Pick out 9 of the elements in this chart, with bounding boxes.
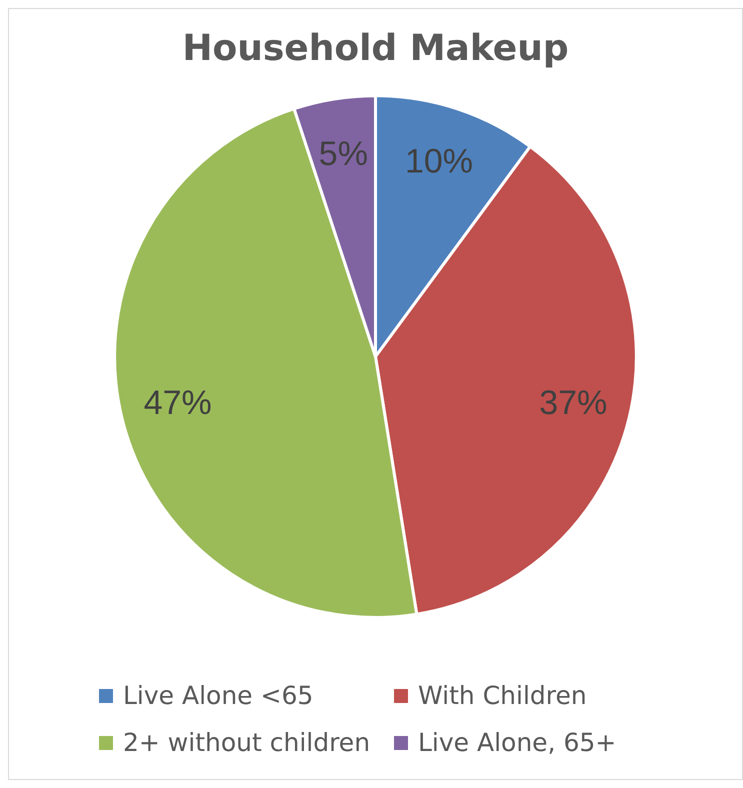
chart-title: Household Makeup: [182, 28, 569, 69]
legend-label: Live Alone, 65+: [418, 728, 616, 757]
data-label: 10%: [404, 142, 474, 181]
data-label: 47%: [144, 384, 212, 422]
legend-label: Live Alone <65: [123, 681, 314, 710]
legend-label: With Children: [418, 681, 587, 710]
data-label: 5%: [318, 135, 368, 174]
legend-label: 2+ without children: [123, 728, 370, 757]
data-label: 37%: [539, 384, 608, 422]
